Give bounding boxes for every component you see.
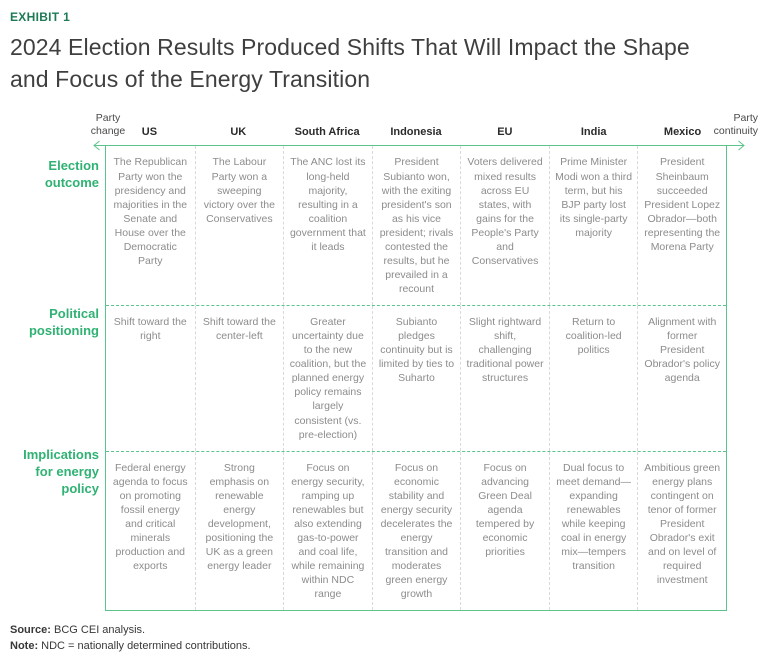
table-cell: Ambitious green energy plans contingent … <box>637 451 726 611</box>
table-cell: Shift toward the right <box>113 316 187 343</box>
column-header-indonesia: Indonesia <box>390 126 442 139</box>
table-cell: Shift toward the center-left <box>194 306 284 451</box>
table-cell: The Republican Party won the presidency … <box>113 156 188 267</box>
note-text: NDC = nationally determined contribution… <box>38 640 251 653</box>
comparison-table: The Republican Party won the presidency … <box>105 145 727 612</box>
table-cell: Federal energy agenda to focus on promot… <box>112 461 188 573</box>
column-header-eu: EU <box>497 126 513 139</box>
column-header-south-africa: South Africa <box>294 126 360 139</box>
column-header-uk: UK <box>230 126 247 139</box>
exhibit-figure: Party change US UK South Africa Indonesi… <box>10 105 758 612</box>
table-row-political-positioning: Shift toward the right Shift toward the … <box>106 305 726 451</box>
row-label-implications-energy-policy: Implications for energy policy <box>23 447 99 497</box>
table-row-implications-energy-policy: Federal energy agenda to focus on promot… <box>106 450 726 611</box>
table-cell: Strong emphasis on renewable energy deve… <box>194 451 284 611</box>
source-label: Source: <box>10 624 51 637</box>
table-body: Election outcome Political positioning I… <box>10 145 758 612</box>
row-label-election-outcome: Election outcome <box>44 158 99 191</box>
table-cell: The ANC lost its long-held majority, res… <box>283 146 372 306</box>
page-title: 2024 Election Results Produced Shifts Th… <box>10 34 690 92</box>
source-line: Source: BCG CEI analysis. <box>10 623 758 639</box>
country-column-headers: US UK South Africa Indonesia EU India Me… <box>105 126 727 138</box>
table-row-election-outcome: The Republican Party won the presidency … <box>106 146 726 306</box>
exhibit-number-label: EXHIBIT 1 <box>10 10 71 24</box>
party-continuity-label: Party continuity <box>713 112 758 138</box>
table-cell: President Subianto won, with the exiting… <box>371 146 461 306</box>
table-cell: Prime Minister Modi won a third term, bu… <box>548 146 638 306</box>
table-cell: Slight rightward shift, challenging trad… <box>460 306 549 451</box>
table-cell: Subianto pledges continuity but is limit… <box>371 306 461 451</box>
table-header-row: Party change US UK South Africa Indonesi… <box>10 105 758 145</box>
row-label-political-positioning: Political positioning <box>28 306 99 339</box>
row-labels-column: Election outcome Political positioning I… <box>10 145 105 611</box>
note-label: Note: <box>10 640 39 653</box>
party-change-label: Party change <box>90 112 126 138</box>
table-cell: Alignment with former President Obrador'… <box>637 306 726 451</box>
source-text: BCG CEI analysis. <box>50 624 146 637</box>
note-line: Note: NDC = nationally determined contri… <box>10 639 758 655</box>
table-cell: Focus on advancing Green Deal agenda tem… <box>460 451 549 611</box>
table-cell: The Labour Party won a sweeping victory … <box>194 146 284 306</box>
figure-footnotes: Source: BCG CEI analysis. Note: NDC = na… <box>10 623 758 655</box>
table-cell: President Sheinbaum succeeded President … <box>637 146 726 306</box>
column-header-mexico: Mexico <box>663 126 702 139</box>
table-cell: Focus on energy security, ramping up ren… <box>283 451 372 611</box>
table-cell: Greater uncertainty due to the new coali… <box>283 306 372 451</box>
column-header-india: India <box>580 126 607 139</box>
table-cell: Dual focus to meet demand—expanding rene… <box>548 451 638 611</box>
table-cell: Voters delivered mixed results across EU… <box>460 146 549 306</box>
table-cell: Return to coalition-led politics <box>548 306 638 451</box>
column-header-us: US <box>141 126 158 139</box>
table-cell: Focus on economic stability and energy s… <box>371 451 461 611</box>
